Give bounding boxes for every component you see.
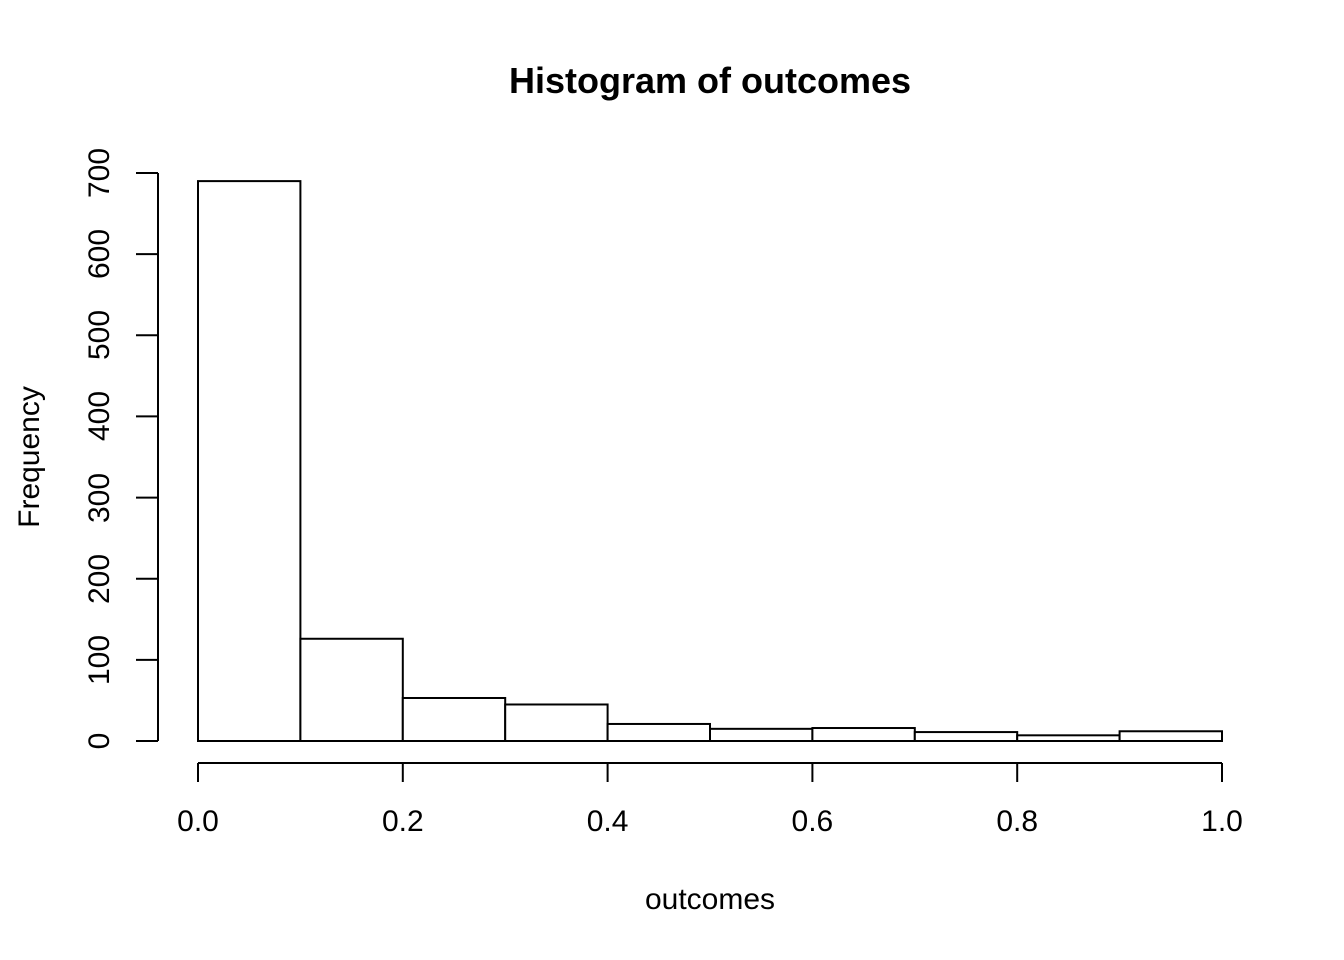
histogram-bar (401, 696, 507, 742)
chart-title: Histogram of outcomes (508, 60, 912, 101)
x-tick-label: 0.4 (586, 805, 629, 838)
x-tick-label: 1.0 (1201, 805, 1243, 838)
y-tick-label: 600 (83, 229, 116, 280)
histogram-bar (913, 731, 1019, 742)
histogram-bar (709, 727, 814, 742)
y-tick-label: 400 (83, 391, 116, 442)
x-tick-label: 0.8 (996, 805, 1039, 838)
histogram-bar (811, 727, 916, 743)
y-tick-label: 500 (83, 310, 116, 361)
histogram-bar (1016, 734, 1121, 743)
y-axis-title: Frequency (13, 386, 46, 528)
y-tick-label: 200 (83, 553, 116, 604)
x-axis-title: outcomes (644, 883, 776, 916)
histogram-bar (1118, 730, 1223, 743)
y-tick-label: 700 (83, 147, 116, 199)
histogram-bar (197, 180, 302, 743)
y-tick-label: 300 (83, 472, 116, 523)
histogram-bar (504, 703, 609, 743)
y-tick-label: 100 (83, 634, 116, 685)
y-tick-label: 0 (83, 732, 116, 750)
x-tick-label: 0.2 (381, 805, 424, 838)
x-tick-label: 0.6 (791, 805, 834, 838)
histogram-bar (606, 722, 711, 743)
histogram-bar (299, 637, 404, 743)
x-tick-label: 0.0 (177, 805, 219, 838)
